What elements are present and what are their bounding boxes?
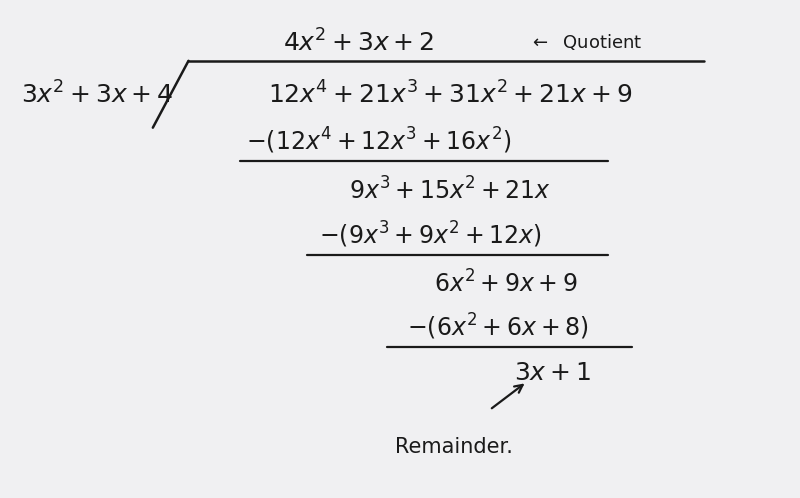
Text: Remainder.: Remainder. [395, 437, 513, 457]
Text: $3x^2+3x+4$: $3x^2+3x+4$ [22, 82, 174, 109]
Text: $9x^3 + 15x^2 + 21x$: $9x^3 + 15x^2 + 21x$ [349, 177, 551, 204]
Text: $4x^2 + 3x + 2$: $4x^2 + 3x + 2$ [283, 30, 434, 57]
Text: $-(12x^4 + 12x^3 + 16x^2)$: $-(12x^4 + 12x^3 + 16x^2)$ [246, 126, 511, 156]
Text: $3x+1$: $3x+1$ [514, 361, 591, 385]
Text: $-(6x^2 + 6x + 8)$: $-(6x^2 + 6x + 8)$ [406, 312, 588, 342]
Text: $-(9x^3 + 9x^2 + 12x)$: $-(9x^3 + 9x^2 + 12x)$ [318, 220, 542, 250]
Text: $12x^4 + 21x^3 + 31x^2 + 21x + 9$: $12x^4 + 21x^3 + 31x^2 + 21x + 9$ [268, 82, 632, 109]
Text: $6x^2 + 9x + 9$: $6x^2 + 9x + 9$ [434, 270, 578, 297]
Text: $\leftarrow$  Quotient: $\leftarrow$ Quotient [530, 32, 642, 52]
